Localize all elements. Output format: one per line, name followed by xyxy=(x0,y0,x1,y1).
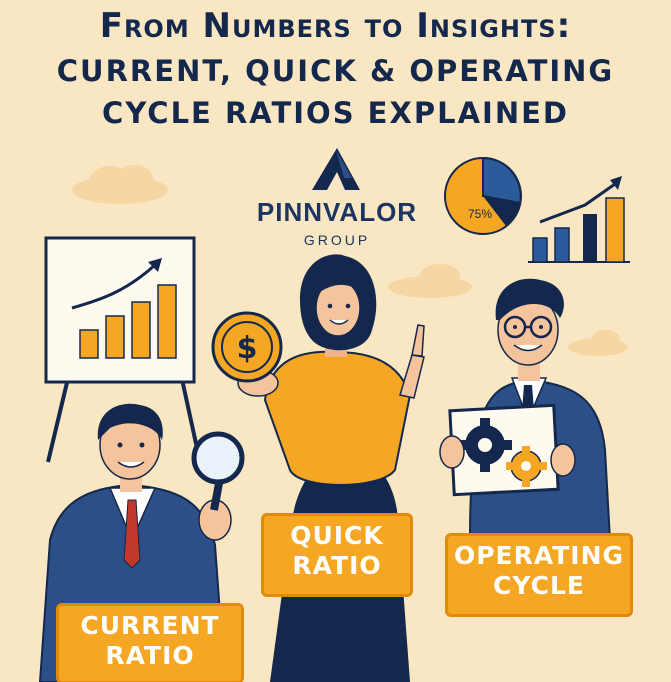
pinnvalor-logo-icon xyxy=(312,148,360,190)
brand-name: PINNVALOR xyxy=(256,197,418,227)
operating-cycle-label-line1: OPERATING xyxy=(453,541,625,570)
easel-chart-board xyxy=(44,236,202,463)
gear-icon xyxy=(506,446,547,487)
operating-cycle-label-line2: CYCLE xyxy=(493,571,585,600)
brand-subtitle: GROUP xyxy=(303,232,371,248)
quick-ratio-label-line2: RATIO xyxy=(292,551,382,580)
gear-board xyxy=(439,403,576,497)
svg-text:$: $ xyxy=(237,331,258,366)
quick-ratio-label: QUICK RATIO xyxy=(261,513,413,597)
cloud-decoration xyxy=(568,330,628,356)
cloud-decoration xyxy=(72,165,168,204)
cloud-decoration xyxy=(388,264,472,298)
gear-icon xyxy=(458,418,512,472)
brand-logo: PINNVALOR GROUP xyxy=(252,197,422,248)
title-line-1: From Numbers to Insights: xyxy=(99,6,572,46)
current-ratio-label-line2: RATIO xyxy=(105,641,195,670)
pie-chart-icon xyxy=(444,156,522,235)
operating-cycle-label: OPERATING CYCLE xyxy=(445,533,633,617)
title-line-3: CYCLE RATIOS EXPLAINED xyxy=(102,96,569,130)
dollar-coin-icon: $ xyxy=(211,311,283,383)
pie-chart-label: 75% xyxy=(468,207,493,221)
magnifying-glass-icon xyxy=(191,431,245,511)
current-ratio-label: CURRENT RATIO xyxy=(56,603,244,682)
bar-chart-icon xyxy=(528,176,630,263)
title-line-2: CURRENT, QUICK & OPERATING xyxy=(56,54,615,88)
quick-ratio-label-line1: QUICK xyxy=(290,521,384,550)
current-ratio-label-line1: CURRENT xyxy=(80,611,220,640)
